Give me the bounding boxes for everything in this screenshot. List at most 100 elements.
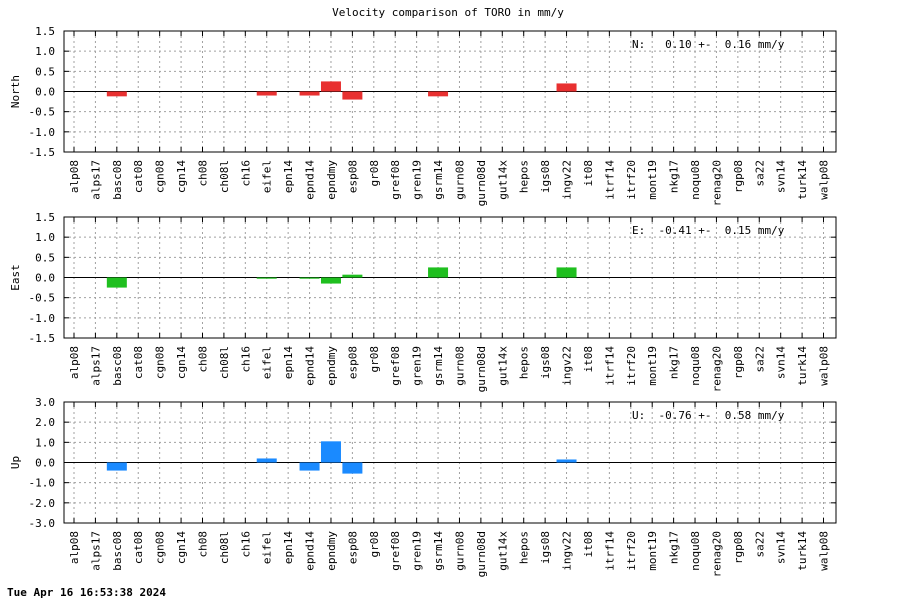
y-tick-label: -1.0 — [29, 312, 56, 325]
x-tick-label: gurn08d — [475, 531, 488, 577]
x-tick-label: ch08 — [196, 160, 209, 187]
x-tick-label: gren19 — [411, 346, 424, 386]
x-tick-label: ch16 — [239, 160, 252, 187]
x-tick-label: itrf14 — [603, 531, 616, 571]
stats-annotation: U: -0.76 +- 0.58 mm/y — [632, 409, 785, 422]
plot-frame — [63, 216, 837, 339]
plot-frame — [63, 401, 837, 524]
x-tick-label: epnd14 — [304, 160, 317, 200]
x-tick-label: rgp08 — [732, 531, 745, 564]
x-tick-label: gref08 — [389, 346, 402, 386]
x-tick-label: gurn08 — [453, 531, 466, 571]
x-tick-label: nkg17 — [668, 160, 681, 193]
x-tick-label: alp08 — [68, 531, 81, 564]
x-tick-label: ch08l — [218, 346, 231, 379]
x-tick-label: turk14 — [796, 160, 809, 200]
bar-ingv22 — [556, 267, 577, 278]
x-tick-label: ch08l — [218, 160, 231, 193]
x-tick-label: alps17 — [89, 346, 102, 386]
x-tick-label: it08 — [582, 160, 595, 187]
x-tick-label: cat08 — [132, 346, 145, 379]
x-tick-label: gurn08 — [453, 160, 466, 200]
x-tick-label: gsrm14 — [432, 531, 445, 571]
x-tick-label: igs08 — [539, 346, 552, 379]
bar-eifel — [256, 277, 277, 279]
bar-gsrm14 — [428, 91, 449, 97]
x-tick-label: itrf20 — [625, 160, 638, 200]
x-tick-label: hepos — [518, 160, 531, 193]
x-tick-label: rgp08 — [732, 346, 745, 379]
x-tick-label: gut14x — [496, 160, 509, 200]
x-tick-label: svn14 — [775, 346, 788, 379]
y-tick-label: 1.0 — [35, 231, 55, 244]
bar-basc08 — [106, 462, 127, 471]
x-tick-label: alps17 — [89, 531, 102, 571]
x-tick-label: walp08 — [818, 346, 831, 386]
timestamp: Tue Apr 16 16:53:38 2024 — [7, 586, 166, 599]
bar-eifel — [256, 458, 277, 463]
x-tick-label: gr08 — [368, 160, 381, 187]
x-tick-label: epndmy — [325, 346, 338, 386]
y-tick-label: -1.0 — [29, 477, 56, 490]
chart-title: Velocity comparison of TORO in mm/y — [332, 6, 564, 19]
y-tick-label: 0.0 — [35, 86, 55, 99]
x-tick-label: basc08 — [111, 531, 124, 571]
x-tick-label: nkg17 — [668, 346, 681, 379]
plot-frame — [63, 30, 837, 153]
y-tick-label: 2.0 — [35, 416, 55, 429]
bar-esp08 — [342, 462, 363, 474]
x-tick-label: mont19 — [646, 346, 659, 386]
x-tick-label: mont19 — [646, 160, 659, 200]
x-tick-label: cgn08 — [154, 346, 167, 379]
x-tick-label: igs08 — [539, 531, 552, 564]
x-tick-label: gsrm14 — [432, 160, 445, 200]
bar-ingv22 — [556, 83, 577, 92]
x-tick-label: cgn08 — [154, 160, 167, 193]
x-tick-label: gref08 — [389, 531, 402, 571]
x-tick-label: svn14 — [775, 531, 788, 564]
bar-epnd14 — [299, 462, 320, 471]
x-tick-label: noqu08 — [689, 531, 702, 571]
y-tick-label: -1.5 — [29, 332, 56, 345]
bar-gsrm14 — [428, 267, 449, 278]
x-tick-label: gurn08d — [475, 346, 488, 392]
x-tick-label: gref08 — [389, 160, 402, 200]
x-tick-label: sa22 — [753, 160, 766, 187]
x-tick-label: gurn08 — [453, 346, 466, 386]
x-tick-label: gurn08d — [475, 160, 488, 206]
x-tick-label: renag20 — [710, 160, 723, 206]
x-tick-label: it08 — [582, 346, 595, 373]
x-tick-label: eifel — [261, 346, 274, 379]
x-tick-label: nkg17 — [668, 531, 681, 564]
x-tick-label: mont19 — [646, 531, 659, 571]
x-tick-label: ingv22 — [561, 160, 574, 200]
x-tick-label: renag20 — [710, 531, 723, 577]
x-tick-label: igs08 — [539, 160, 552, 193]
x-tick-label: turk14 — [796, 346, 809, 386]
x-tick-label: gut14x — [496, 346, 509, 386]
x-tick-label: esp08 — [346, 160, 359, 193]
bar-eifel — [256, 91, 277, 96]
x-tick-label: itrf14 — [603, 160, 616, 200]
bar-epnd14 — [299, 91, 320, 96]
x-tick-label: basc08 — [111, 346, 124, 386]
x-tick-label: gut14x — [496, 531, 509, 571]
x-tick-label: walp08 — [818, 531, 831, 571]
x-tick-label: ch16 — [239, 531, 252, 558]
panel-north: 1.5 1.0 0.5 0.0 -0.5 -1.0 -1.5 alp08 alps17 basc0… — [9, 25, 837, 206]
y-tick-label: -0.5 — [29, 292, 56, 305]
y-tick-label: -0.5 — [29, 106, 56, 119]
x-tick-label: gr08 — [368, 531, 381, 558]
x-tick-label: ch08l — [218, 531, 231, 564]
x-tick-label: noqu08 — [689, 160, 702, 200]
x-tick-label: basc08 — [111, 160, 124, 200]
x-tick-label: alps17 — [89, 160, 102, 200]
x-tick-label: esp08 — [346, 531, 359, 564]
y-tick-label: 0.5 — [35, 65, 55, 78]
y-tick-label: 1.0 — [35, 436, 55, 449]
x-tick-label: sa22 — [753, 531, 766, 558]
x-tick-label: epndmy — [325, 160, 338, 200]
x-tick-label: epn14 — [282, 531, 295, 564]
x-tick-label: gren19 — [411, 531, 424, 571]
x-tick-label: cgn14 — [175, 346, 188, 379]
